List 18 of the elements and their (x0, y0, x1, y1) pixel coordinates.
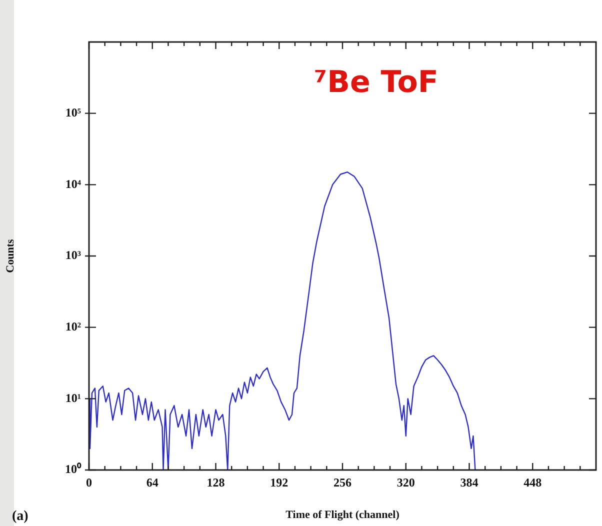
x-tick-label: 192 (270, 475, 288, 490)
y-tick-label: 10⁴ (65, 176, 82, 191)
x-tick-label: 128 (206, 475, 225, 490)
y-tick-label: 10⁵ (65, 105, 82, 120)
x-tick-label: 0 (86, 475, 92, 490)
y-tick-label: 10³ (65, 248, 82, 262)
x-axis-title: Time of Flight (channel) (286, 509, 400, 522)
text: ⁷Be ToF (314, 65, 438, 100)
x-tick-label: 384 (460, 475, 478, 490)
y-tick-label: 10¹ (65, 390, 82, 405)
y-axis-title: Counts (4, 238, 16, 273)
y-tick-label: 10⁰ (65, 462, 82, 476)
x-tick-label: 256 (334, 475, 352, 490)
x-tick-label: 64 (146, 475, 158, 490)
y-tick-label: 10² (65, 319, 82, 334)
x-tick-label: 448 (524, 475, 542, 490)
x-tick-label: 320 (396, 475, 415, 490)
text: (a) (12, 509, 29, 524)
